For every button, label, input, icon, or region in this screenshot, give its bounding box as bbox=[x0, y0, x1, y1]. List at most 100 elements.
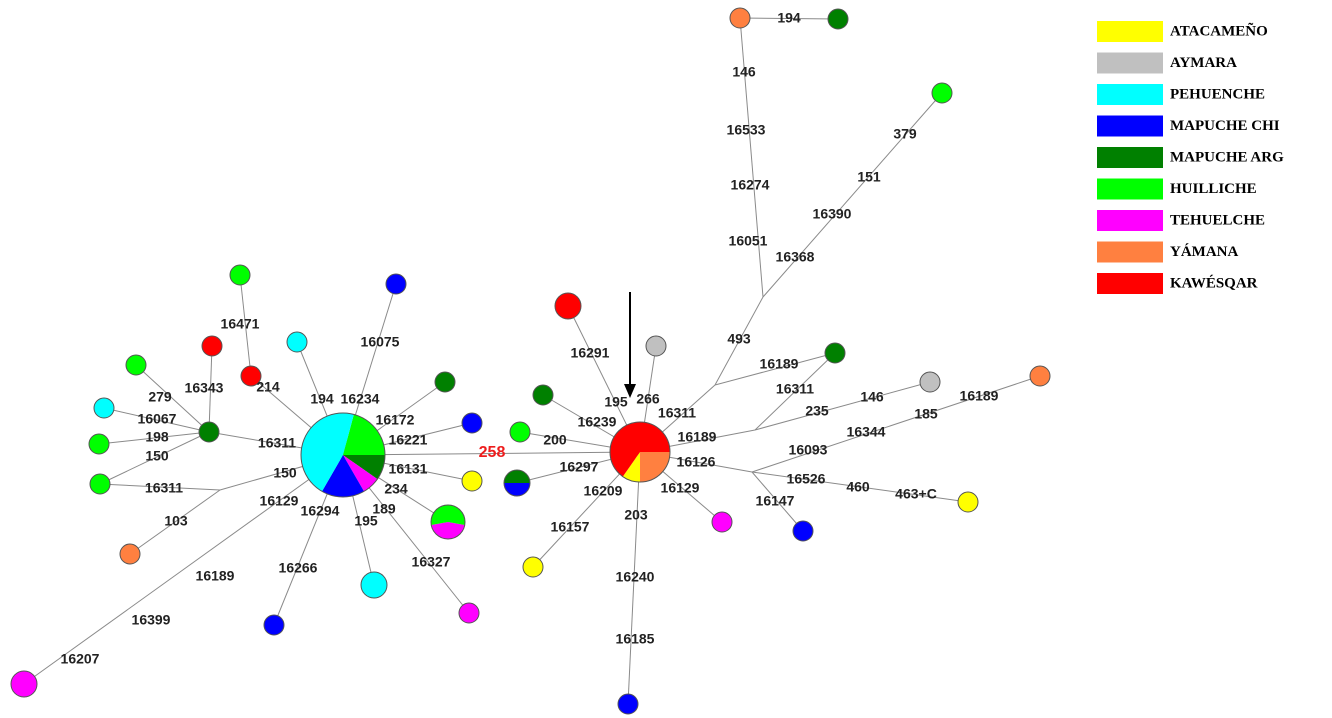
edge-label: 194 bbox=[777, 10, 801, 26]
pie-slice bbox=[504, 483, 530, 496]
haplotype-node bbox=[919, 371, 941, 393]
edge bbox=[739, 17, 839, 20]
legend-swatch bbox=[1097, 21, 1163, 42]
edge-label: 16189 bbox=[960, 388, 999, 404]
edge-label: 16390 bbox=[813, 206, 852, 222]
legend-swatch bbox=[1097, 52, 1163, 74]
legend-swatch bbox=[1097, 147, 1163, 168]
pie-slice bbox=[343, 455, 378, 492]
nodes bbox=[10, 7, 1051, 715]
edge-label: 198 bbox=[145, 429, 169, 445]
haplotype-node bbox=[792, 520, 814, 542]
pie-slice bbox=[431, 522, 465, 540]
edge-label: 16189 bbox=[678, 429, 717, 445]
edge-label: 203 bbox=[624, 507, 648, 523]
haplotype-node bbox=[931, 82, 953, 104]
edge-label: 195 bbox=[354, 513, 378, 529]
edge-label: 103 bbox=[164, 513, 188, 529]
edge-label: 16131 bbox=[389, 461, 428, 477]
edge-label: 16526 bbox=[787, 471, 826, 487]
haplotype-node bbox=[201, 335, 223, 357]
edge bbox=[739, 17, 764, 298]
haplotype-node bbox=[824, 342, 846, 364]
edge bbox=[135, 364, 210, 433]
edge-label: 266 bbox=[636, 391, 660, 407]
edge-label: 463+C bbox=[895, 486, 937, 502]
edge-label: 146 bbox=[732, 64, 756, 80]
edge-label: 16294 bbox=[301, 503, 340, 519]
edge-label: 16126 bbox=[677, 454, 716, 470]
haplotype-node bbox=[509, 421, 531, 443]
edge bbox=[714, 352, 836, 386]
pie-slice bbox=[622, 452, 640, 482]
edge-label: 16093 bbox=[789, 442, 828, 458]
legend-swatch bbox=[1097, 210, 1163, 231]
edge bbox=[99, 431, 210, 485]
edge-label: 194 bbox=[310, 391, 334, 407]
edge-label: 379 bbox=[893, 126, 917, 142]
edge bbox=[714, 296, 764, 386]
edge-label: 189 bbox=[372, 501, 396, 517]
haplotype-node bbox=[263, 614, 285, 636]
edge-label: 16311 bbox=[658, 405, 696, 421]
pie-outline bbox=[430, 504, 466, 540]
edge bbox=[99, 483, 221, 491]
edge-label: 16185 bbox=[616, 631, 655, 647]
edge-label: 195 bbox=[604, 394, 628, 410]
edge bbox=[98, 431, 210, 445]
legend-swatch bbox=[1097, 115, 1163, 137]
edge-label: 16051 bbox=[729, 233, 768, 249]
edge-label: 151 bbox=[857, 169, 881, 185]
legend: ATACAMEÑO AYMARA PEHUENCHE MAPUCHE CHI MAPUC… bbox=[1097, 21, 1284, 294]
pie-slice bbox=[301, 413, 354, 492]
haplotype-node bbox=[286, 331, 308, 353]
pie-slice bbox=[322, 455, 364, 497]
edge-label: 16239 bbox=[578, 414, 617, 430]
pie-slice bbox=[610, 422, 671, 477]
haplotype-node bbox=[458, 602, 480, 624]
haplotype-node bbox=[88, 433, 110, 455]
edge-label: 16189 bbox=[196, 568, 235, 584]
legend-label: AYMARA bbox=[1170, 55, 1237, 71]
edge bbox=[23, 454, 344, 685]
edge bbox=[754, 352, 836, 431]
edge-label: 16067 bbox=[138, 411, 177, 427]
edge-label: 214 bbox=[256, 379, 280, 395]
edges bbox=[23, 17, 1041, 705]
edge-label: 150 bbox=[145, 448, 169, 464]
edge bbox=[754, 381, 931, 431]
legend-label: KAWÉSQAR bbox=[1170, 274, 1258, 291]
legend-swatch bbox=[1097, 241, 1163, 263]
edge bbox=[103, 407, 210, 433]
haplotype-node bbox=[827, 8, 849, 30]
legend-label: ATACAMEÑO bbox=[1170, 21, 1268, 39]
haplotype-node bbox=[10, 670, 38, 698]
legend-label: MAPUCHE CHI bbox=[1170, 118, 1280, 134]
haplotype-node bbox=[729, 7, 751, 29]
edge bbox=[751, 471, 804, 532]
haplotype-node bbox=[119, 543, 141, 565]
pie-slice bbox=[343, 455, 385, 480]
haplotype-node bbox=[957, 491, 979, 513]
edge-label: 16533 bbox=[727, 122, 766, 138]
edge-label: 16471 bbox=[221, 316, 260, 332]
haplotype-node bbox=[1029, 365, 1051, 387]
edge-label: 16129 bbox=[661, 480, 700, 496]
edge bbox=[129, 489, 221, 555]
edge-label: 16274 bbox=[731, 177, 770, 193]
haplotype-node bbox=[434, 371, 456, 393]
edge-label: 16327 bbox=[412, 554, 451, 570]
edge-label: 16234 bbox=[341, 391, 380, 407]
haplotype-node bbox=[360, 571, 388, 599]
legend-label: YÁMANA bbox=[1170, 243, 1238, 260]
edge-label: 146 bbox=[860, 389, 884, 405]
edge bbox=[208, 345, 213, 433]
edge bbox=[627, 451, 641, 705]
edge-label: 258 bbox=[479, 444, 506, 461]
legend-label: HUILLICHE bbox=[1170, 181, 1257, 197]
haplotype-node bbox=[711, 511, 733, 533]
edge-label: 150 bbox=[273, 465, 297, 481]
edge-label: 16344 bbox=[847, 424, 886, 440]
edge-label: 16172 bbox=[376, 412, 415, 428]
